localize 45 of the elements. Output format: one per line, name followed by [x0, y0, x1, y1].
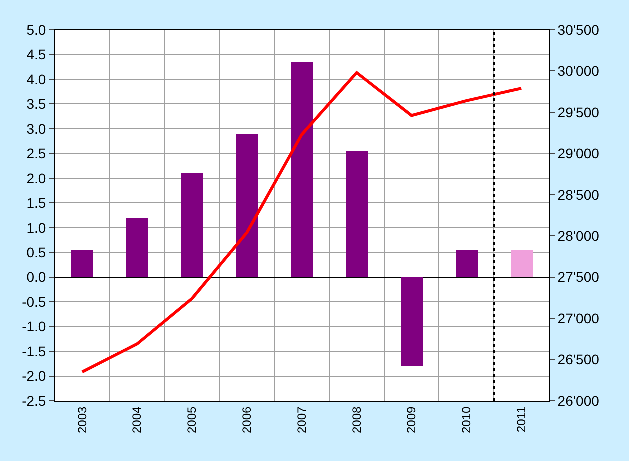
bar: [126, 218, 148, 277]
y-tick-label: 3.5: [26, 96, 46, 112]
y-tick-label: 3.0: [26, 120, 46, 137]
y-tick-label: 0.0: [26, 269, 46, 286]
y2-tick-label: 30'000: [558, 63, 600, 80]
bar: [456, 250, 478, 277]
x-tick-label: 2008: [350, 406, 364, 434]
y2-tick-label: 28'500: [558, 186, 600, 203]
bar: [346, 151, 368, 277]
y-tick-label: 1.5: [26, 195, 46, 212]
y-tick-label: 4.0: [26, 71, 46, 88]
y-tick-label: -2.5: [22, 392, 46, 409]
y-tick-label: -2.0: [22, 368, 46, 384]
y-tick-label: -1.5: [22, 343, 46, 360]
y2-tick-label: 27'500: [558, 269, 600, 286]
y2-tick-label: 29'000: [558, 146, 600, 162]
bar: [181, 173, 203, 277]
y-tick-label: 2.0: [26, 170, 46, 186]
y-tick-label: 5.0: [26, 22, 46, 38]
y-tick-label: -0.5: [22, 294, 46, 310]
x-tick-label: 2006: [240, 406, 254, 434]
x-tick-label: 2010: [460, 406, 474, 434]
y2-tick-label: 29'500: [558, 104, 600, 120]
bar: [71, 250, 93, 277]
x-tick-label: 2007: [294, 406, 309, 434]
y2-tick-label: 26'500: [558, 352, 600, 368]
y2-tick-label: 28'000: [558, 228, 600, 244]
y2-tick-label: 30'500: [558, 22, 600, 38]
x-tick-label: 2009: [404, 406, 419, 434]
y-tick-label: 4.5: [26, 46, 46, 63]
x-tick-label: 2004: [130, 406, 144, 434]
y2-tick-label: 27'000: [558, 310, 600, 326]
x-tick-label: 2003: [75, 406, 90, 434]
y2-tick-label: 26'000: [558, 392, 600, 409]
y-tick-label: 1.0: [26, 220, 46, 236]
y-tick-label: 0.5: [26, 244, 46, 260]
bar: [401, 277, 423, 366]
bar: [236, 134, 258, 277]
x-tick-label: 2005: [185, 406, 200, 434]
line-series: [80, 71, 524, 374]
y-tick-label: -1.0: [22, 318, 46, 335]
bar: [511, 250, 533, 277]
bar: [291, 62, 313, 277]
x-tick-label: 2011: [514, 406, 528, 433]
y-tick-label: 2.5: [26, 146, 46, 162]
